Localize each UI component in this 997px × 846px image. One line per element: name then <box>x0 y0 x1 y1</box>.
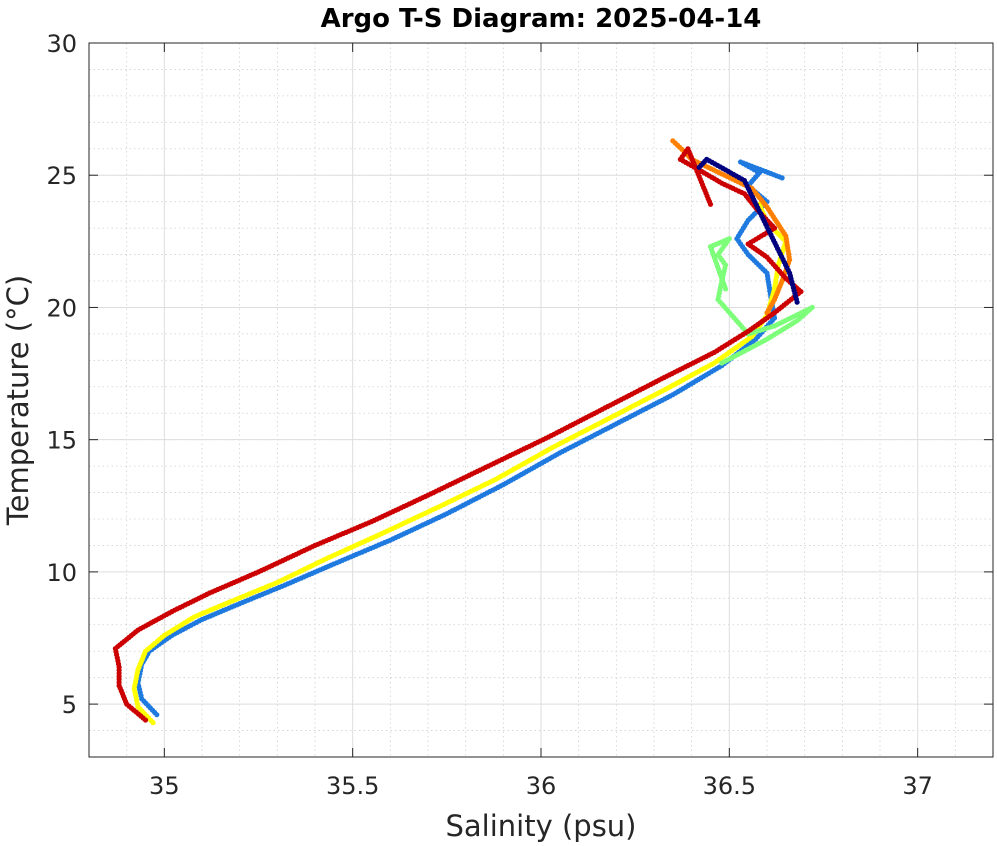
y-tick-label: 5 <box>62 691 77 719</box>
x-tick-label: 36 <box>526 772 557 800</box>
y-axis-label: Temperature (°C) <box>1 275 35 526</box>
x-tick-label: 37 <box>902 772 933 800</box>
y-tick-label: 25 <box>46 162 77 190</box>
data-point <box>779 175 785 181</box>
y-tick-label: 15 <box>46 427 77 455</box>
y-tick-label: 20 <box>46 294 77 322</box>
x-tick-label: 36.5 <box>703 772 756 800</box>
data-point <box>794 299 800 305</box>
x-tick-label: 35.5 <box>326 772 379 800</box>
data-points <box>112 138 815 726</box>
chart-title: Argo T-S Diagram: 2025-04-14 <box>321 4 762 34</box>
data-point <box>723 286 729 292</box>
y-tick-labels: 5 10 15 20 25 30 <box>46 30 77 719</box>
x-tick-label: 35 <box>149 772 180 800</box>
y-tick-label: 30 <box>46 30 77 58</box>
data-point <box>707 201 714 207</box>
x-tick-labels: 35 35.5 36 36.5 37 <box>149 772 933 800</box>
x-axis-label: Salinity (psu) <box>445 809 636 843</box>
y-tick-label: 10 <box>46 559 77 587</box>
axis-ticks <box>89 42 993 757</box>
